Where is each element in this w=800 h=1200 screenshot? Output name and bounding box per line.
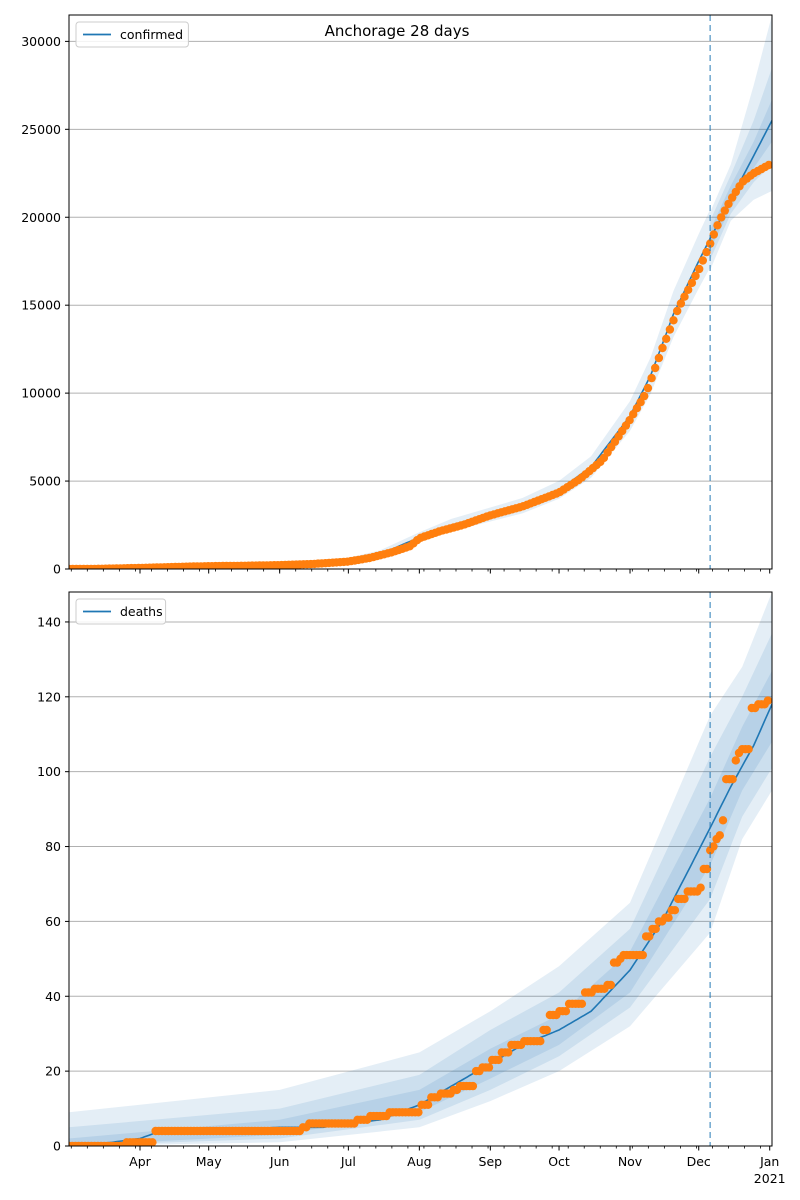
observed-point <box>148 1138 157 1146</box>
legend-label: deaths <box>120 604 163 619</box>
x-tick-label: Sep <box>479 1154 503 1169</box>
observed-point <box>728 775 737 784</box>
observed-point <box>536 1037 545 1046</box>
observed-point <box>731 756 740 765</box>
observed-point <box>673 306 682 316</box>
observed-point <box>706 239 715 248</box>
observed-point <box>720 206 729 215</box>
observed-point <box>651 924 660 934</box>
observed-point <box>658 343 667 353</box>
observed-point <box>606 980 615 990</box>
y-tick-label: 0 <box>53 562 61 577</box>
observed-series <box>69 696 772 1146</box>
observed-series <box>69 160 772 569</box>
x-tick-label: Aug <box>407 1154 431 1169</box>
observed-point <box>687 278 697 288</box>
observed-point <box>718 816 728 825</box>
x-tick-label: Jul <box>340 1154 356 1169</box>
observed-point <box>638 950 647 960</box>
legend: deaths <box>75 598 167 625</box>
observed-point <box>669 316 678 325</box>
observed-point <box>724 199 733 209</box>
y-tick-label: 5000 <box>29 474 61 489</box>
observed-point <box>709 842 718 851</box>
observed-point <box>468 1081 478 1091</box>
y-tick-label: 20000 <box>21 210 61 225</box>
observed-point <box>670 906 680 915</box>
axes-frame <box>68 591 773 1147</box>
observed-point <box>764 160 772 170</box>
x-tick-label: Jan <box>759 1154 779 1169</box>
x-tick-label: Dec <box>687 1154 711 1169</box>
confirmed-panel: 0 5000 10000 15000 20000 25000 30000 confirmed <box>21 14 773 577</box>
observed-point <box>577 999 587 1008</box>
y-tick-label: 25000 <box>21 122 61 137</box>
y-tick-label: 20 <box>45 1064 61 1079</box>
observed-point <box>645 932 654 941</box>
observed-point <box>665 325 675 334</box>
plot-area <box>69 15 772 569</box>
confidence-band <box>69 633 772 1146</box>
observed-point <box>414 1108 423 1117</box>
deaths-panel: 0 20 40 60 80 100 120 140 Apr May Jun Jul Aug Sep Oct N… <box>37 591 786 1186</box>
observed-point <box>676 299 686 308</box>
observed-point <box>484 1063 494 1072</box>
observed-point <box>494 1055 503 1065</box>
observed-point <box>651 363 660 373</box>
legend-box <box>75 598 167 625</box>
observed-point <box>702 247 711 257</box>
observed-point <box>423 1100 433 1110</box>
chart-title: Anchorage 28 days <box>325 22 470 40</box>
y-tick-label: 15000 <box>21 298 61 313</box>
y-tick-label: 140 <box>37 614 61 629</box>
observed-point <box>561 1007 571 1016</box>
observed-point <box>632 404 642 413</box>
observed-point <box>664 913 673 922</box>
observed-point <box>702 864 712 874</box>
legend: confirmed <box>75 21 189 48</box>
observed-point <box>662 334 671 343</box>
x-tick-label: Nov <box>618 1154 643 1169</box>
x-tick-label: Apr <box>129 1154 151 1169</box>
observed-point <box>629 410 638 419</box>
observed-point <box>744 745 753 754</box>
observed-point <box>643 383 653 393</box>
observed-point <box>504 1048 513 1057</box>
observed-point <box>698 256 707 265</box>
x-tick-label-year: 2021 <box>754 1171 786 1186</box>
y-tick-label: 40 <box>45 989 61 1004</box>
y-tick-label: 120 <box>37 689 61 704</box>
x-tick-label: May <box>196 1154 222 1169</box>
legend-label: confirmed <box>120 27 183 42</box>
observed-point <box>654 353 664 363</box>
legend-box <box>75 21 189 48</box>
observed-point <box>647 373 656 383</box>
observed-point <box>715 831 724 840</box>
observed-point <box>696 883 705 892</box>
axes-frame <box>68 14 773 570</box>
observed-point <box>709 230 718 239</box>
y-tick-label: 60 <box>45 914 61 929</box>
observed-point <box>684 285 693 294</box>
y-tick-label: 30000 <box>21 34 61 49</box>
x-tick-label: Oct <box>548 1154 570 1169</box>
y-tick-label: 0 <box>53 1139 61 1154</box>
observed-point <box>680 292 689 301</box>
plot-area <box>69 592 772 1146</box>
observed-point <box>713 221 722 230</box>
observed-point <box>717 213 726 222</box>
observed-point <box>763 696 772 705</box>
observed-point <box>680 894 689 904</box>
x-tick-label: Jun <box>269 1154 290 1169</box>
observed-point <box>691 271 700 281</box>
y-tick-label: 10000 <box>21 386 61 401</box>
confidence-band <box>69 592 772 1146</box>
observed-point <box>636 398 645 407</box>
observed-point <box>542 1025 551 1035</box>
y-tick-label: 80 <box>45 839 61 854</box>
observed-point <box>640 391 649 401</box>
y-tick-label: 100 <box>37 764 61 779</box>
observed-point <box>695 264 704 274</box>
